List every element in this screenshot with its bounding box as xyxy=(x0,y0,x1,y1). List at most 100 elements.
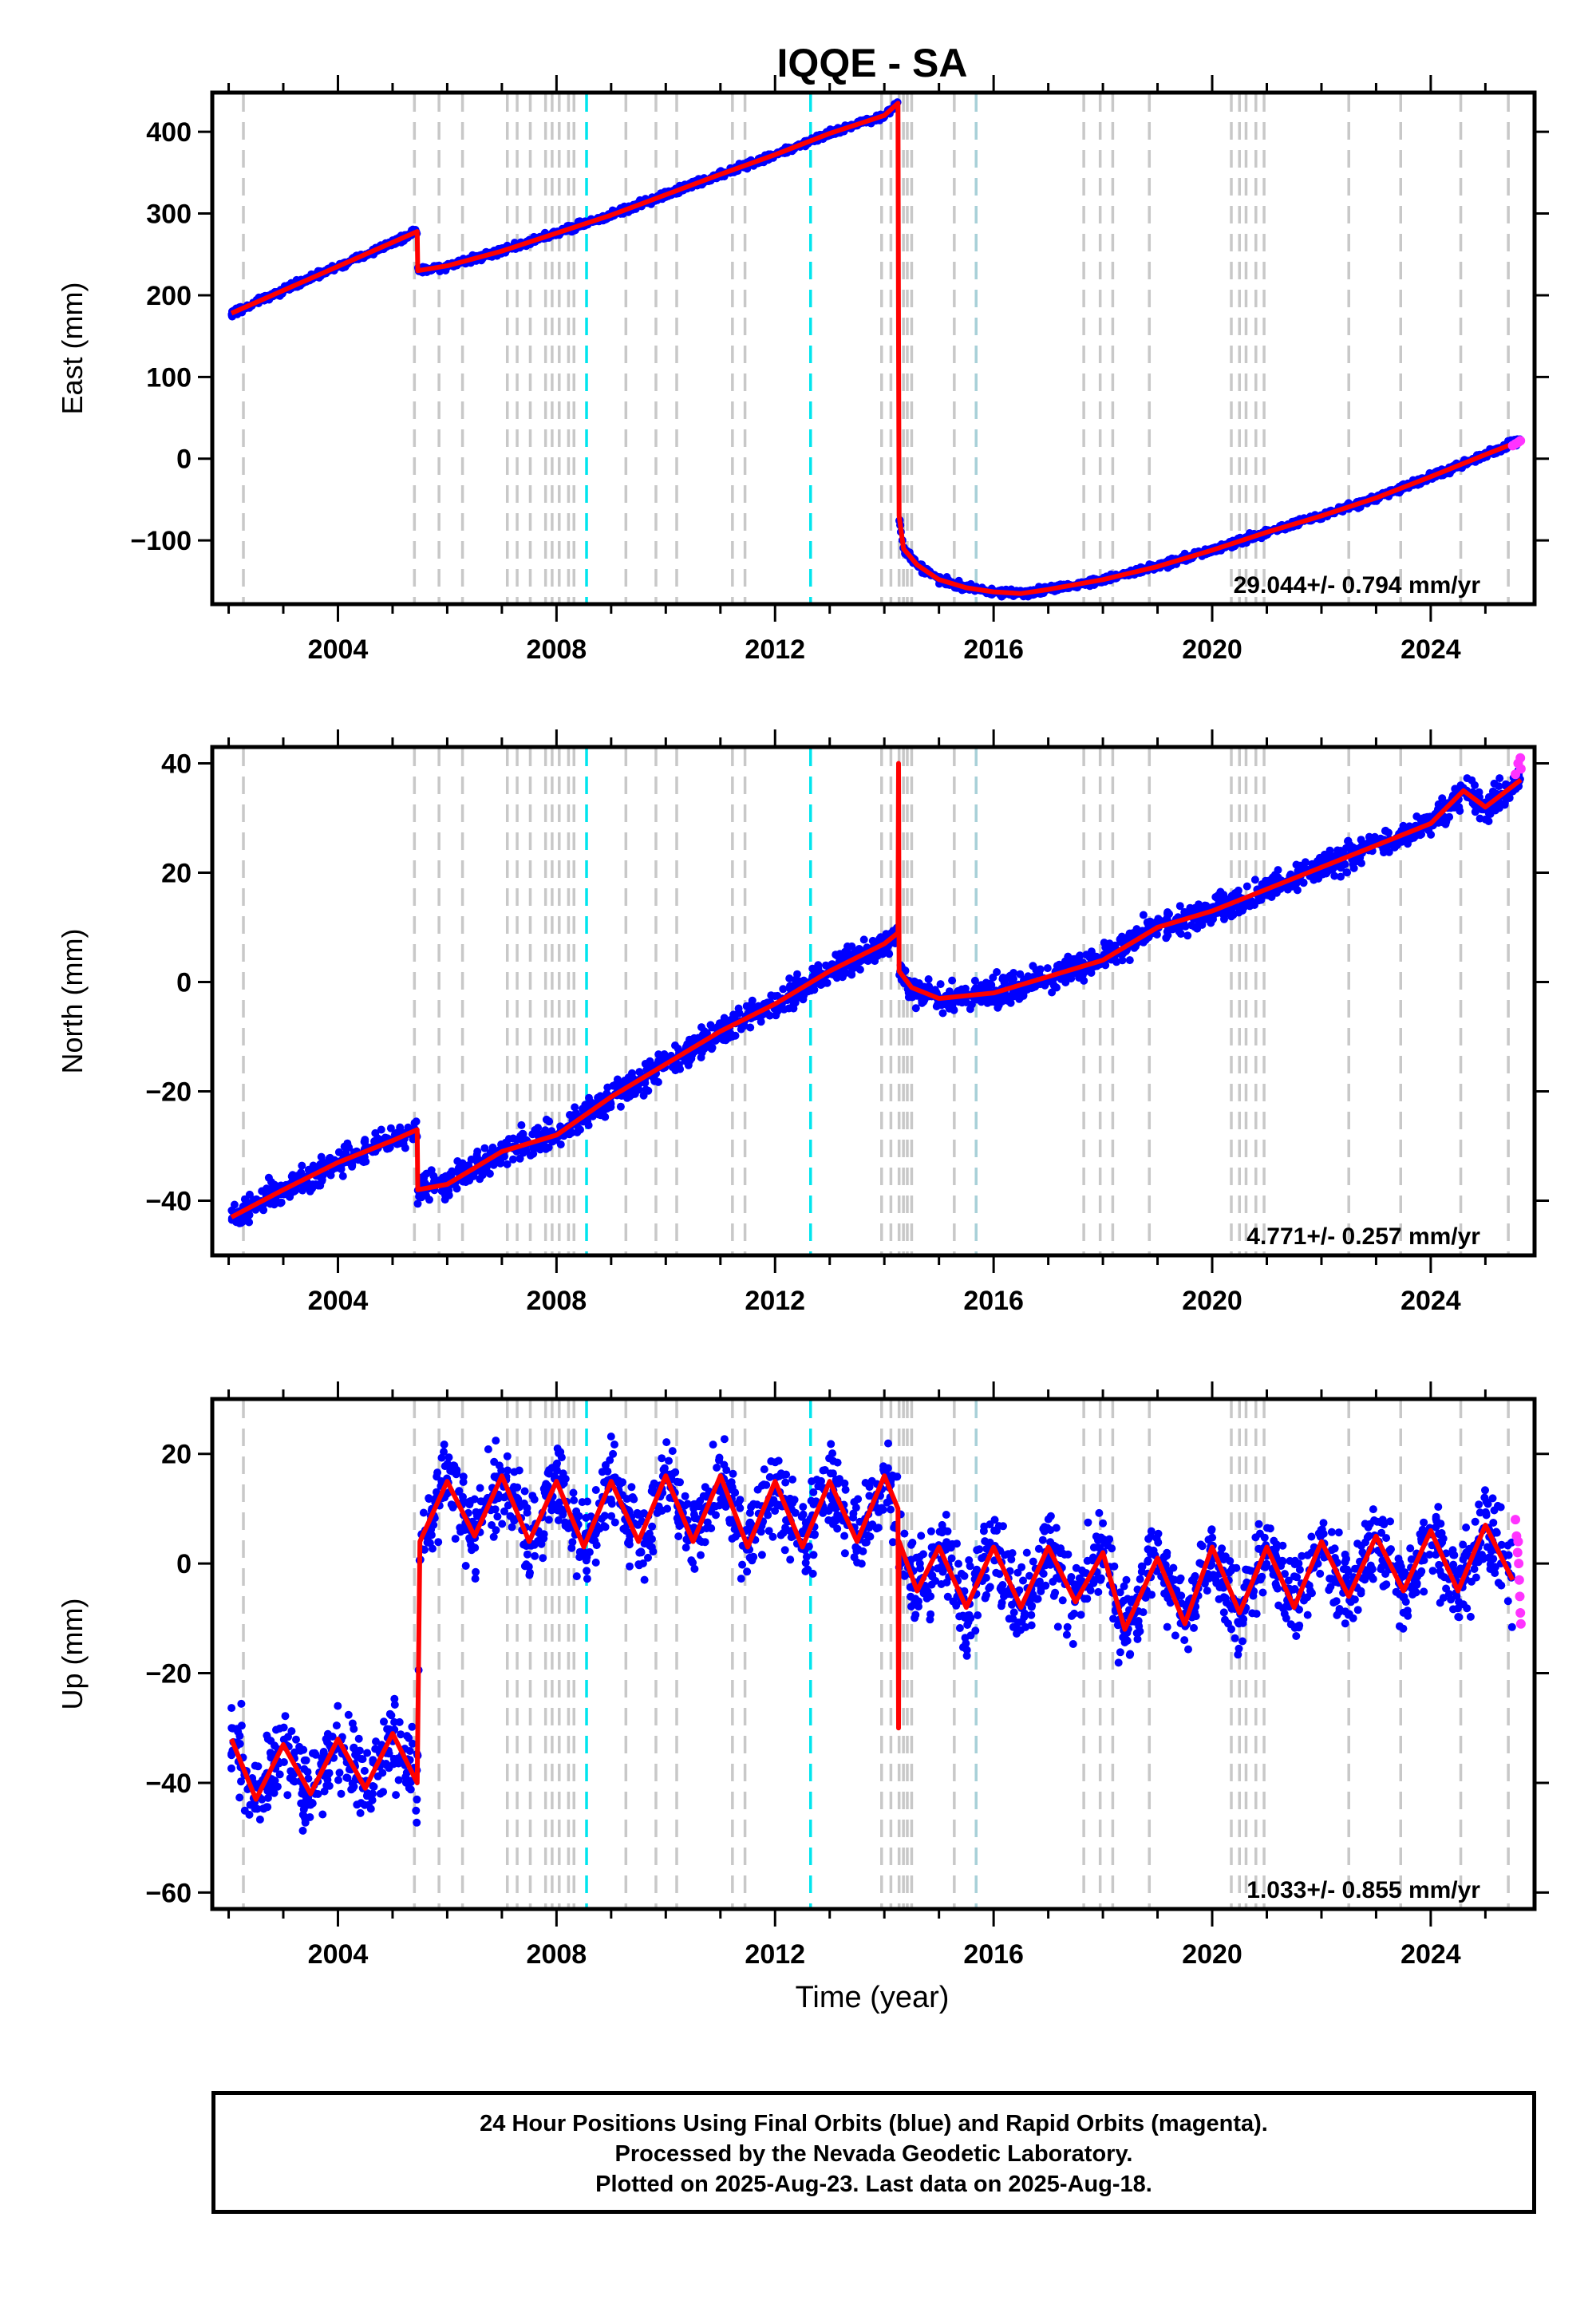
final-orbit-point xyxy=(443,1460,452,1468)
final-orbit-point xyxy=(1024,972,1033,981)
final-orbit-point xyxy=(784,1004,793,1013)
final-orbit-point xyxy=(472,1156,480,1164)
final-orbit-point xyxy=(390,1717,399,1726)
final-orbit-point xyxy=(606,1103,615,1112)
final-orbit-point xyxy=(585,1093,593,1102)
y-axis-label: East (mm) xyxy=(56,283,89,415)
final-orbit-point xyxy=(584,1121,593,1129)
final-orbit-point xyxy=(601,1113,610,1121)
final-orbit-point xyxy=(504,1466,512,1475)
x-tick-label: 2012 xyxy=(745,1286,805,1316)
final-orbit-point xyxy=(1471,781,1479,789)
final-orbit-point xyxy=(1003,996,1012,1005)
final-orbit-point xyxy=(882,945,891,954)
final-orbit-point xyxy=(412,1806,421,1815)
final-orbit-point xyxy=(326,1171,335,1180)
final-orbit-point xyxy=(1404,840,1412,848)
final-orbit-point xyxy=(523,1550,531,1559)
final-orbit-point xyxy=(235,1793,244,1802)
final-orbit-point xyxy=(1236,903,1245,911)
y-tick-label: −100 xyxy=(130,526,192,556)
final-orbit-point xyxy=(1125,956,1134,965)
final-orbit-point xyxy=(405,1784,413,1792)
final-orbit-point xyxy=(349,1784,357,1792)
final-orbit-point xyxy=(298,1789,306,1798)
final-orbit-point xyxy=(459,1478,468,1486)
y-tick-label: −20 xyxy=(145,1077,192,1108)
final-orbit-point xyxy=(779,985,788,994)
final-orbit-point xyxy=(263,1793,272,1802)
final-orbit-point xyxy=(394,1776,403,1784)
final-orbit-point xyxy=(350,1744,358,1753)
final-orbit-point xyxy=(320,1787,329,1796)
final-orbit-point xyxy=(970,976,979,985)
final-orbit-point xyxy=(338,1172,347,1180)
final-orbit-point xyxy=(298,1161,306,1170)
final-orbit-point xyxy=(687,1054,696,1063)
final-orbit-point xyxy=(697,1023,705,1032)
final-orbit-point xyxy=(255,1815,264,1824)
rapid-orbit-point xyxy=(1515,436,1526,446)
final-orbit-point xyxy=(495,1461,504,1470)
final-orbit-point xyxy=(405,1733,413,1742)
final-orbit-point xyxy=(360,1137,369,1146)
x-tick-label: 2004 xyxy=(308,634,369,665)
final-orbit-point xyxy=(369,1782,378,1791)
y-tick-label: 100 xyxy=(146,362,192,393)
final-orbit-point xyxy=(1005,971,1014,980)
final-orbit-point xyxy=(785,974,794,982)
final-orbit-point xyxy=(492,1437,500,1445)
final-orbit-point xyxy=(1323,868,1332,876)
final-orbit-point xyxy=(385,1709,394,1718)
final-orbit-point xyxy=(318,1810,327,1819)
final-orbit-point xyxy=(413,1818,421,1827)
x-tick-label: 2020 xyxy=(1182,1286,1242,1316)
final-orbit-point xyxy=(306,1800,315,1809)
final-orbit-point xyxy=(325,1155,334,1164)
final-orbit-point xyxy=(440,1441,448,1448)
final-orbit-point xyxy=(938,1009,947,1018)
final-orbit-point xyxy=(534,1124,543,1132)
final-orbit-point xyxy=(1085,953,1094,962)
final-orbit-point xyxy=(227,1764,235,1773)
final-orbit-point xyxy=(334,1701,342,1710)
final-orbit-point xyxy=(832,951,840,959)
final-orbit-point xyxy=(267,1178,275,1187)
final-orbit-point xyxy=(483,1168,492,1176)
x-tick-label: 2016 xyxy=(963,634,1024,665)
final-orbit-point xyxy=(397,1730,405,1739)
final-orbit-point xyxy=(437,1453,446,1462)
final-orbit-point xyxy=(306,1181,314,1190)
final-orbit-point xyxy=(1393,840,1401,849)
y-tick-label: 0 xyxy=(176,445,192,475)
final-orbit-point xyxy=(287,1172,296,1180)
final-orbit-point xyxy=(1101,943,1110,952)
final-orbit-point xyxy=(1495,804,1503,812)
y-tick-label: 0 xyxy=(176,968,192,998)
plot-frame xyxy=(210,90,1537,607)
final-orbit-point xyxy=(323,1771,332,1780)
final-orbit-point xyxy=(358,1755,365,1763)
final-orbit-point xyxy=(847,969,855,978)
final-orbit-point xyxy=(425,1495,433,1504)
final-orbit-point xyxy=(279,1758,288,1766)
final-orbit-point xyxy=(429,1544,437,1553)
x-tick-label: 2020 xyxy=(1182,634,1242,665)
final-orbit-point xyxy=(237,1721,246,1730)
final-orbit-point xyxy=(227,1704,236,1713)
final-orbit-point xyxy=(1495,774,1504,783)
final-orbit-point xyxy=(1064,952,1073,961)
final-orbit-point xyxy=(517,1120,526,1129)
final-orbit-point xyxy=(489,1532,498,1541)
final-orbit-point xyxy=(1292,860,1301,869)
final-orbit-point xyxy=(1451,785,1460,793)
final-orbit-points xyxy=(227,98,1524,601)
final-orbit-point xyxy=(705,1041,714,1050)
final-orbit-point xyxy=(616,1102,625,1111)
final-orbit-point xyxy=(281,1712,290,1721)
y-tick-label: 20 xyxy=(161,859,192,889)
final-orbit-point xyxy=(240,1806,249,1815)
final-orbit-point xyxy=(335,1769,344,1777)
